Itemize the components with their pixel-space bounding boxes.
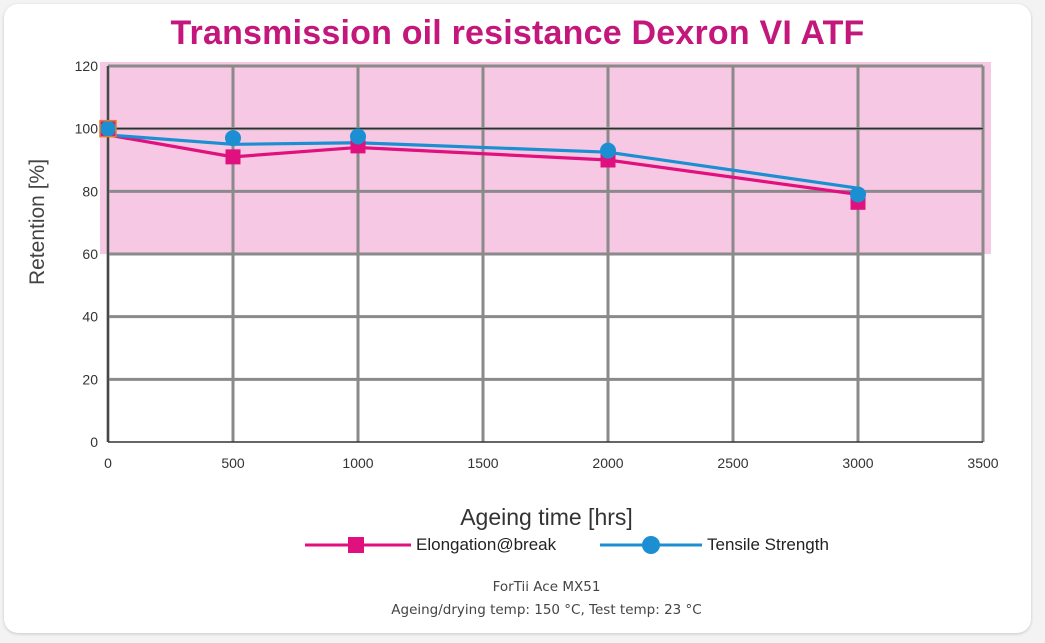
chart-legend: Elongation@break Tensile Strength bbox=[0, 528, 1045, 562]
chart-title: Transmission oil resistance Dexron VI AT… bbox=[170, 14, 865, 52]
marker-1-4 bbox=[850, 186, 866, 203]
y-tick-label-120: 120 bbox=[75, 58, 99, 74]
marker-0-1 bbox=[225, 149, 241, 165]
x-axis-label: Ageing time [hrs] bbox=[460, 504, 633, 530]
x-tick-label-2000: 2000 bbox=[592, 455, 623, 471]
y-tick-label-20: 20 bbox=[82, 371, 98, 387]
y-tick-label-60: 60 bbox=[82, 246, 98, 262]
footnote-product: ForTii Ace MX51 bbox=[492, 579, 601, 595]
legend-swatch-tensile bbox=[600, 536, 702, 554]
marker-1-1 bbox=[225, 130, 241, 147]
footnote-conditions: Ageing/drying temp: 150 °C, Test temp: 2… bbox=[391, 602, 702, 618]
x-tick-label-3000: 3000 bbox=[842, 455, 873, 471]
marker-1-2 bbox=[350, 128, 366, 145]
x-tick-label-0: 0 bbox=[104, 455, 112, 471]
x-tick-label-3500: 3500 bbox=[967, 455, 998, 471]
x-tick-label-1000: 1000 bbox=[342, 455, 373, 471]
y-tick-label-40: 40 bbox=[82, 309, 98, 325]
x-tick-label-500: 500 bbox=[221, 455, 245, 471]
legend-label-elongation: Elongation@break bbox=[416, 535, 557, 554]
legend-swatch-elongation bbox=[305, 537, 411, 553]
legend-item-elongation: Elongation@break bbox=[305, 528, 595, 562]
legend-label-tensile: Tensile Strength bbox=[707, 535, 829, 554]
x-tick-label-1500: 1500 bbox=[467, 455, 498, 471]
y-tick-label-0: 0 bbox=[90, 434, 98, 450]
marker-1-3 bbox=[600, 142, 616, 159]
marker-highlight-outline bbox=[99, 119, 117, 138]
y-tick-label-80: 80 bbox=[82, 183, 98, 199]
x-tick-label-2500: 2500 bbox=[717, 455, 748, 471]
marker-1-0 bbox=[100, 120, 116, 137]
legend-item-tensile: Tensile Strength bbox=[600, 528, 860, 562]
y-tick-label-100: 100 bbox=[75, 121, 99, 137]
